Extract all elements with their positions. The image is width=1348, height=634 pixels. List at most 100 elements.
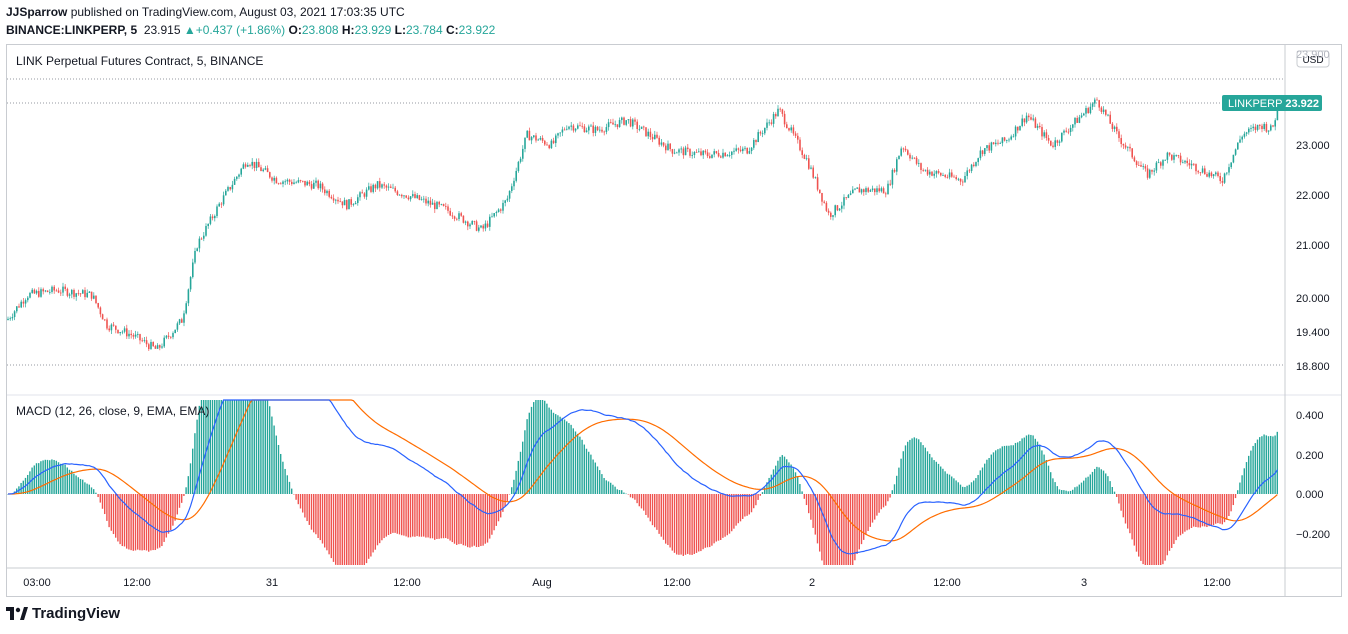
macd-axis-labels[interactable]: 0.400 0.200 0.000 −0.200	[1296, 410, 1330, 541]
candle-body	[962, 181, 964, 183]
candle-body	[1014, 126, 1017, 137]
candle-body	[605, 127, 608, 132]
histogram-bar	[1175, 494, 1177, 541]
candle-body	[698, 151, 700, 153]
histogram-bar	[713, 494, 715, 544]
candle-body	[55, 290, 58, 292]
candle-body	[781, 109, 784, 114]
histogram-bar	[310, 494, 313, 530]
candle-body	[1021, 118, 1023, 126]
author-name[interactable]: JJSparrow	[6, 5, 68, 19]
histogram-bar	[539, 400, 541, 494]
histogram-bar	[128, 494, 130, 550]
candle-body	[251, 161, 253, 166]
candle-body	[1243, 133, 1246, 137]
histogram-bar	[35, 463, 38, 494]
histogram-bar	[99, 494, 101, 503]
candle-body	[1206, 174, 1208, 177]
candle-body	[233, 178, 236, 185]
candle-body	[671, 149, 674, 154]
candle-body	[420, 199, 423, 201]
candlestick-series	[7, 97, 1279, 351]
candle-body	[614, 124, 616, 126]
main-legend[interactable]: LINK Perpetual Futures Contract, 5, BINA…	[16, 54, 263, 68]
candle-body	[310, 184, 313, 189]
candle-body	[442, 204, 445, 207]
histogram-bar	[513, 479, 515, 494]
candle-body	[176, 323, 179, 330]
histogram-bar	[535, 400, 537, 494]
candle-body	[192, 262, 194, 278]
candle-body	[231, 184, 234, 190]
histogram-bar	[667, 494, 669, 546]
histogram-bar	[526, 419, 528, 494]
candle-body	[977, 158, 979, 163]
histogram-bar	[849, 494, 852, 565]
candle-body	[790, 127, 792, 131]
histogram-bar	[203, 400, 205, 494]
candle-body	[990, 142, 993, 151]
histogram-bar	[398, 494, 401, 535]
histogram-bar	[555, 414, 557, 494]
candle-body	[84, 290, 86, 298]
candle-body	[918, 163, 920, 164]
histogram-bar	[508, 494, 511, 495]
candle-body	[731, 151, 733, 155]
histogram-bar	[218, 400, 220, 494]
histogram-bar	[651, 494, 654, 526]
price-axis-labels[interactable]: 23.000 22.000 21.000 20.000 19.400 18.800	[1296, 140, 1330, 373]
histogram-bar	[401, 494, 403, 536]
histogram-bar	[141, 494, 143, 551]
candle-body	[640, 126, 643, 129]
histogram-bar	[585, 448, 588, 494]
histogram-bar	[544, 400, 546, 494]
histogram-bar	[436, 494, 438, 540]
histogram-bar	[429, 494, 431, 539]
macd-label: −0.200	[1296, 529, 1330, 541]
histogram-bar	[1045, 459, 1047, 494]
candle-body	[1272, 125, 1274, 127]
histogram-bar	[735, 494, 737, 526]
candle-body	[18, 306, 20, 308]
histogram-bar	[1254, 443, 1256, 494]
candle-body	[299, 180, 302, 181]
histogram-bar	[183, 494, 185, 496]
histogram-bar	[337, 494, 339, 565]
candle-body	[1204, 168, 1206, 175]
chart-canvas[interactable]: LINK Perpetual Futures Contract, 5, BINA…	[7, 45, 1341, 596]
histogram-bar	[38, 463, 40, 494]
currency-button[interactable]	[1296, 50, 1330, 68]
candle-body	[275, 177, 278, 184]
macd-legend[interactable]: MACD (12, 26, close, 9, EMA, EMA)	[16, 404, 209, 418]
candle-body	[1056, 140, 1059, 143]
candle-body	[775, 114, 777, 117]
tradingview-logo[interactable]: TradingView	[6, 605, 120, 622]
histogram-bar	[1232, 494, 1234, 506]
histogram-bar	[599, 470, 601, 494]
histogram-bar	[594, 462, 596, 494]
candle-body	[1061, 132, 1063, 142]
candle-body	[797, 135, 799, 140]
chart-frame[interactable]: LINK Perpetual Futures Contract, 5, BINA…	[6, 44, 1342, 597]
candle-body	[651, 136, 654, 140]
histogram-bar	[225, 400, 227, 494]
candle-body	[326, 190, 328, 194]
candle-body	[13, 311, 16, 318]
histogram-bar	[1252, 445, 1254, 494]
candle-body	[1168, 152, 1171, 155]
candle-body	[601, 129, 603, 132]
candle-body	[354, 202, 357, 205]
time-axis[interactable]: 03:00 12:00 31 12:00 Aug 12:00 2 12:00 3 12:00	[23, 577, 1231, 589]
candle-body	[77, 293, 80, 295]
candle-body	[1091, 103, 1094, 107]
histogram-bar	[999, 448, 1001, 494]
time-label: 12:00	[393, 577, 421, 589]
candle-body	[1166, 152, 1169, 160]
candle-body	[788, 128, 790, 131]
histogram-bar	[649, 494, 651, 522]
histogram-bar	[706, 494, 709, 548]
candle-body	[506, 198, 509, 201]
histogram-bar	[1019, 441, 1021, 494]
histogram-bar	[403, 494, 405, 536]
histogram-bar	[759, 494, 761, 496]
